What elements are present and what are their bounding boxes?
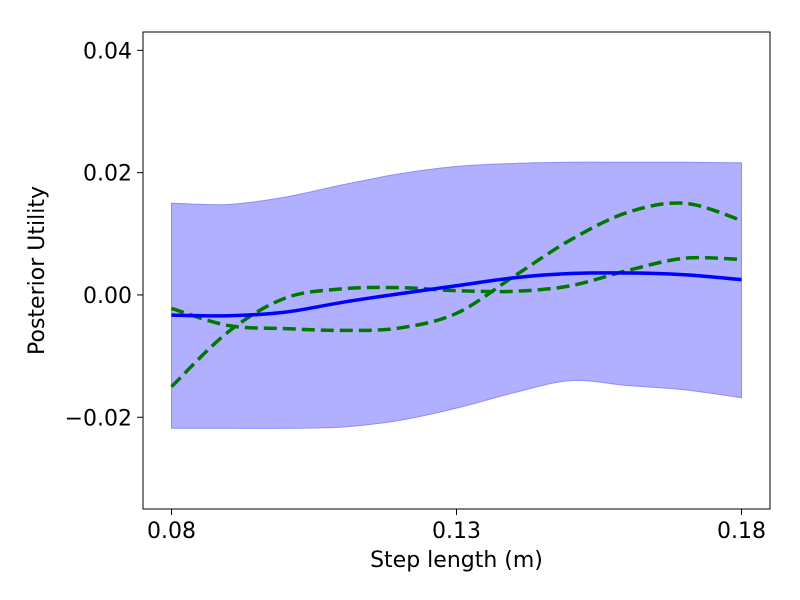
ticks-layer: 0.08 0.13 0.18 −0.02 0.00 0.02 0.04 bbox=[65, 39, 766, 544]
x-tick-label: 0.13 bbox=[432, 519, 481, 544]
x-tick-label: 0.08 bbox=[147, 519, 196, 544]
y-tick-label: −0.02 bbox=[65, 406, 132, 431]
confidence-band bbox=[171, 161, 742, 429]
y-axis-label: Posterior Utility bbox=[25, 186, 50, 355]
series-line-3 bbox=[170, 255, 742, 388]
x-tick-label: 0.18 bbox=[717, 519, 766, 544]
series-line-2 bbox=[170, 201, 743, 333]
series-line-1 bbox=[171, 271, 742, 318]
x-axis-label: Step length (m) bbox=[370, 548, 543, 573]
y-tick-label: 0.04 bbox=[83, 39, 132, 64]
y-tick-label: 0.00 bbox=[83, 284, 132, 309]
y-tick-label: 0.02 bbox=[83, 162, 132, 187]
series-layer bbox=[170, 201, 743, 388]
